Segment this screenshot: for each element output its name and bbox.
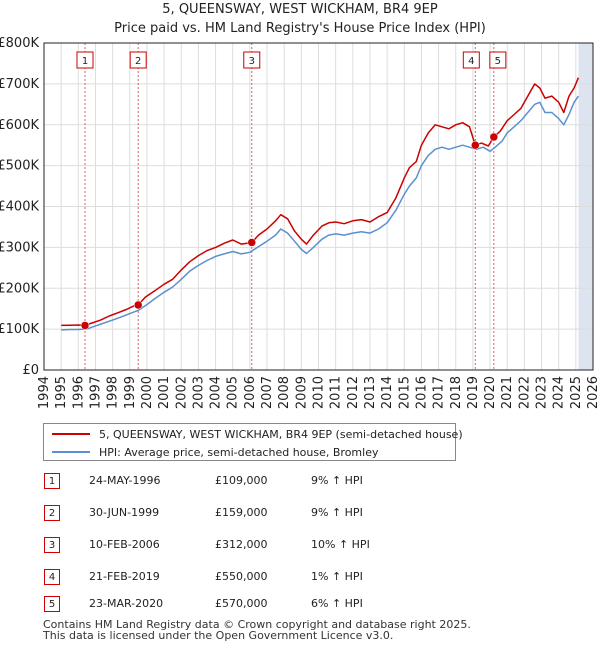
sale-date: 21-FEB-2019 (89, 570, 160, 583)
x-tick-label: 1995 (54, 376, 69, 409)
plot-border (43, 42, 594, 371)
x-tick-label: 2012 (346, 376, 361, 409)
hpi-series-line (61, 95, 580, 331)
price-chart: 5, QUEENSWAY, WEST WICKHAM, BR4 9EP Pric… (0, 2, 600, 409)
x-tick-label: 2007 (260, 376, 275, 409)
sale-hpi-change: 9% ↑ HPI (311, 506, 363, 519)
y-tick-label: £600K (0, 118, 39, 133)
sale-price: £159,000 (215, 506, 268, 519)
x-tick-label: 2015 (397, 376, 412, 409)
y-tick-label: £200K (0, 281, 39, 296)
sale-badge-box (462, 51, 480, 69)
property-series-line (61, 77, 580, 327)
sale-date: 30-JUN-1999 (89, 506, 160, 519)
sale-number-badge: 2 (44, 505, 60, 521)
legend-item-hpi: HPI: Average price, semi-detached house,… (52, 444, 378, 460)
x-tick-label: 2000 (140, 376, 155, 409)
y-tick-label: £800K (0, 36, 39, 51)
sale-date: 23-MAR-2020 (89, 597, 164, 610)
footer: Contains HM Land Registry data © Crown c… (43, 619, 471, 641)
x-tick-label: 2005 (226, 376, 241, 409)
x-tick-label: 2013 (363, 376, 378, 409)
sale-badge-label: 3 (249, 56, 255, 67)
y-tick-label: £500K (0, 159, 39, 174)
sale-hpi-change: 10% ↑ HPI (311, 538, 370, 551)
sale-row: 3 10-FEB-2006 £312,000 10% ↑ HPI (43, 535, 443, 555)
y-tick-label: £100K (0, 322, 39, 337)
x-tick-label: 2006 (243, 376, 258, 409)
sale-hpi-change: 9% ↑ HPI (311, 474, 363, 487)
sale-hpi-change: 1% ↑ HPI (311, 570, 363, 583)
x-tick-label: 2014 (380, 376, 395, 409)
sale-badge-box (76, 51, 94, 69)
x-tick-label: 1997 (88, 376, 103, 409)
chart-subtitle: Price paid vs. HM Land Registry's House … (114, 21, 486, 36)
sale-badge-box (489, 51, 507, 69)
sale-point (489, 132, 499, 142)
legend-swatch-property (52, 433, 90, 435)
footer-copyright: Contains HM Land Registry data © Crown c… (43, 618, 471, 631)
x-tick-label: 2003 (191, 376, 206, 409)
sale-point (471, 140, 480, 150)
x-tick-label: 2019 (466, 376, 481, 409)
x-tick-label: 2009 (294, 376, 309, 409)
sale-hpi-change: 6% ↑ HPI (311, 597, 363, 610)
sale-number-badge: 4 (44, 569, 60, 585)
sale-price: £312,000 (215, 538, 268, 551)
legend-swatch-hpi (52, 451, 90, 453)
legend-item-property: 5, QUEENSWAY, WEST WICKHAM, BR4 9EP (sem… (52, 426, 463, 442)
sale-row: 2 30-JUN-1999 £159,000 9% ↑ HPI (43, 503, 443, 523)
x-tick-label: 2022 (517, 376, 532, 409)
sale-number-badge: 1 (44, 473, 60, 489)
sale-row: 4 21-FEB-2019 £550,000 1% ↑ HPI (43, 567, 443, 587)
x-tick-label: 1994 (37, 376, 52, 409)
y-tick-label: £300K (0, 240, 39, 255)
x-tick-label: 1998 (106, 376, 121, 409)
x-tick-label: 2017 (432, 376, 447, 409)
sale-point (133, 300, 143, 310)
legend-label-hpi: HPI: Average price, semi-detached house,… (99, 445, 379, 459)
x-tick-label: 2016 (414, 376, 429, 409)
sale-badge-label: 5 (495, 56, 501, 67)
sale-row: 1 24-MAY-1996 £109,000 9% ↑ HPI (43, 471, 443, 491)
x-tick-label: 1996 (71, 376, 86, 409)
x-tick-label: 2008 (277, 376, 292, 409)
x-tick-label: 2004 (209, 376, 224, 409)
x-tick-label: 2023 (535, 376, 550, 409)
sale-badge-label: 4 (468, 56, 474, 67)
y-tick-label: £400K (0, 200, 39, 215)
x-tick-label: 2021 (500, 376, 515, 409)
sale-number-badge: 3 (44, 537, 60, 553)
x-tick-label: 2020 (483, 376, 498, 409)
sale-badge-box (243, 51, 261, 69)
y-tick-label: £0 (22, 363, 39, 378)
sale-badge-box (129, 51, 147, 69)
legend: 5, QUEENSWAY, WEST WICKHAM, BR4 9EP (sem… (43, 423, 463, 461)
sale-row: 5 23-MAR-2020 £570,000 6% ↑ HPI (43, 594, 443, 614)
sale-number-badge: 5 (44, 596, 60, 612)
x-tick-label: 2002 (174, 376, 189, 409)
sale-price: £550,000 (215, 570, 268, 583)
x-tick-label: 2026 (586, 376, 600, 409)
sale-badge-label: 2 (135, 56, 141, 67)
sale-badge-label: 1 (82, 56, 88, 67)
y-tick-label: £700K (0, 77, 39, 92)
sale-price: £570,000 (215, 597, 268, 610)
x-tick-label: 2010 (312, 376, 327, 409)
footer-license: This data is licensed under the Open Gov… (43, 629, 394, 642)
x-tick-label: 2001 (157, 376, 172, 409)
sale-point (247, 238, 257, 247)
legend-label-property: 5, QUEENSWAY, WEST WICKHAM, BR4 9EP (sem… (99, 427, 463, 441)
sale-point (80, 321, 90, 330)
x-tick-label: 1999 (123, 376, 138, 409)
sale-date: 24-MAY-1996 (89, 474, 161, 487)
sale-date: 10-FEB-2006 (89, 538, 160, 551)
x-tick-label: 2018 (449, 376, 464, 409)
x-tick-label: 2011 (329, 376, 344, 409)
chart-title: 5, QUEENSWAY, WEST WICKHAM, BR4 9EP (162, 2, 438, 17)
x-tick-label: 2025 (569, 376, 584, 409)
x-tick-label: 2024 (552, 376, 567, 409)
sale-price: £109,000 (215, 474, 268, 487)
